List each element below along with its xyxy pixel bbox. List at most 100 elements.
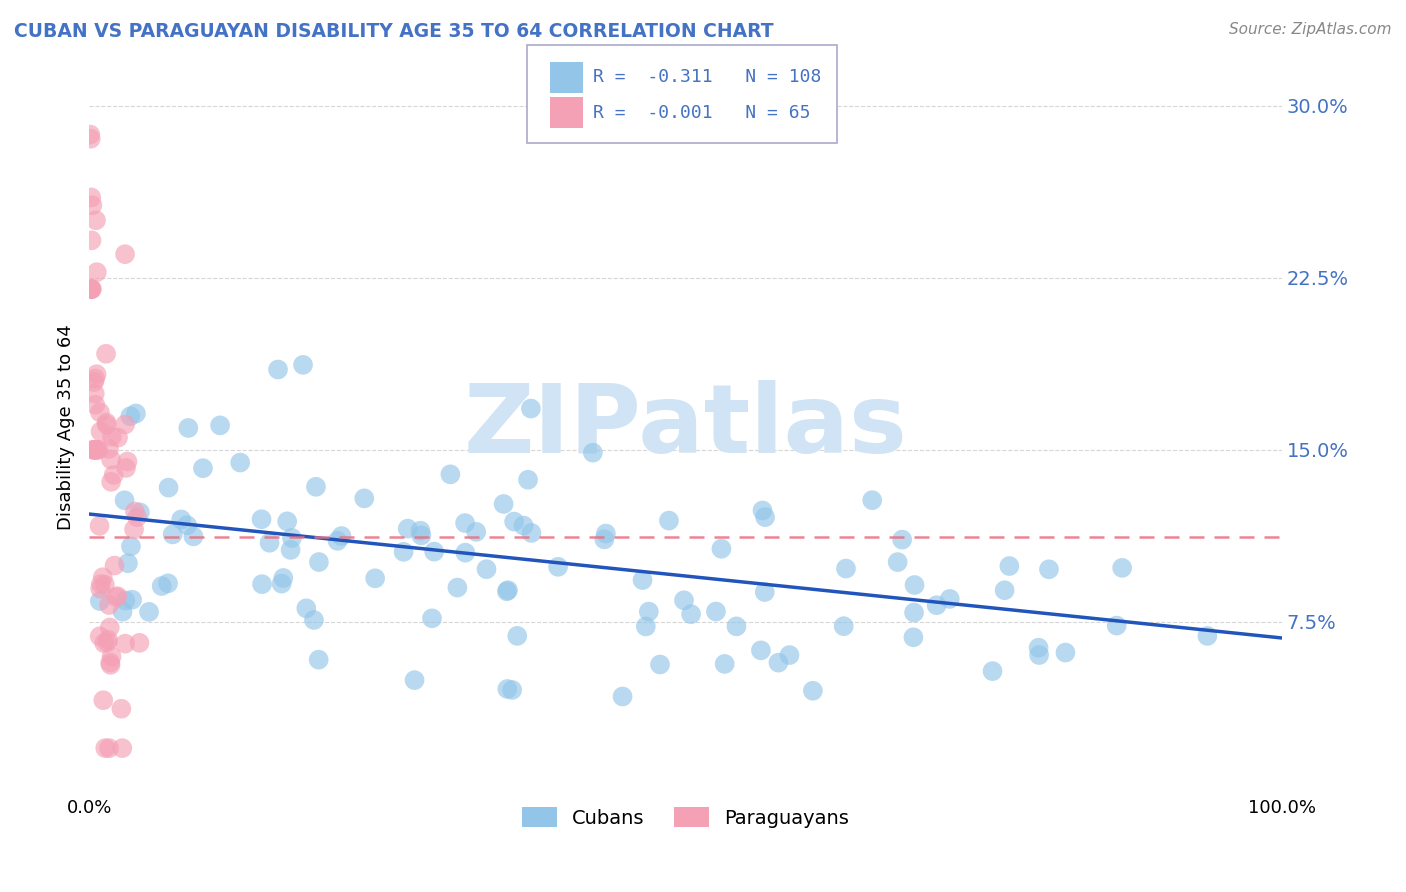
Point [939,591,962,606]
Point [157,576,180,591]
Point [229,456,252,470]
Point [125,510,148,524]
Point [330,529,353,543]
Point [465,524,488,539]
Point [111,741,134,756]
Point [648,657,671,672]
Point [98,741,121,756]
Point [107,431,129,445]
Point [138,605,160,619]
Point [1054,646,1077,660]
Point [114,593,136,607]
Point [981,664,1004,678]
Point [454,546,477,560]
Point [100,452,122,467]
Point [292,358,315,372]
Point [302,613,325,627]
Point [1028,640,1050,655]
Point [98,598,121,612]
Point [364,571,387,585]
Text: Source: ZipAtlas.com: Source: ZipAtlas.com [1229,22,1392,37]
Point [749,643,772,657]
Point [114,637,136,651]
Point [994,583,1017,598]
Point [84,442,107,457]
Point [404,673,426,687]
Point [96,416,118,430]
Y-axis label: Disability Age 35 to 64: Disability Age 35 to 64 [58,324,75,530]
Point [162,527,184,541]
Point [114,493,136,508]
Point [779,648,801,662]
Point [496,583,519,598]
Point [80,282,103,296]
Point [276,514,298,528]
Point [86,442,108,457]
Point [754,510,776,524]
Point [672,593,695,607]
Point [103,558,125,573]
Point [93,636,115,650]
Point [97,632,120,647]
Point [80,233,103,247]
Point [903,630,925,644]
Point [125,407,148,421]
Point [520,401,543,416]
Point [582,445,605,459]
Point [94,347,117,361]
Point [1111,561,1133,575]
Point [79,128,101,142]
Point [634,619,657,633]
Point [98,621,121,635]
Point [903,578,925,592]
Point [495,584,517,599]
Point [392,545,415,559]
Point [751,503,773,517]
Point [704,605,727,619]
Point [593,533,616,547]
Point [103,467,125,482]
Point [96,635,118,649]
Point [267,362,290,376]
Point [82,198,104,212]
Point [631,573,654,587]
Point [454,516,477,530]
Point [89,594,111,608]
Point [86,368,108,382]
Point [517,473,540,487]
Point [492,497,515,511]
Point [496,681,519,696]
Point [111,605,134,619]
Point [768,656,790,670]
Point [925,598,948,612]
Point [100,657,122,672]
Point [835,561,858,575]
Point [105,589,128,603]
Point [83,375,105,389]
Point [82,442,104,457]
Point [903,606,925,620]
Point [84,398,107,412]
Point [423,544,446,558]
Point [637,605,659,619]
Point [353,491,375,506]
Point [89,582,111,596]
Point [150,579,173,593]
Point [105,590,128,604]
Point [270,576,292,591]
Point [280,542,302,557]
Point [420,611,443,625]
Point [409,524,432,538]
Point [98,442,121,456]
Point [86,265,108,279]
Point [595,526,617,541]
Point [128,505,150,519]
Point [281,531,304,545]
Point [1028,648,1050,662]
Point [170,512,193,526]
Point [122,522,145,536]
Point [89,519,111,533]
Point [832,619,855,633]
Point [89,405,111,419]
Point [250,577,273,591]
